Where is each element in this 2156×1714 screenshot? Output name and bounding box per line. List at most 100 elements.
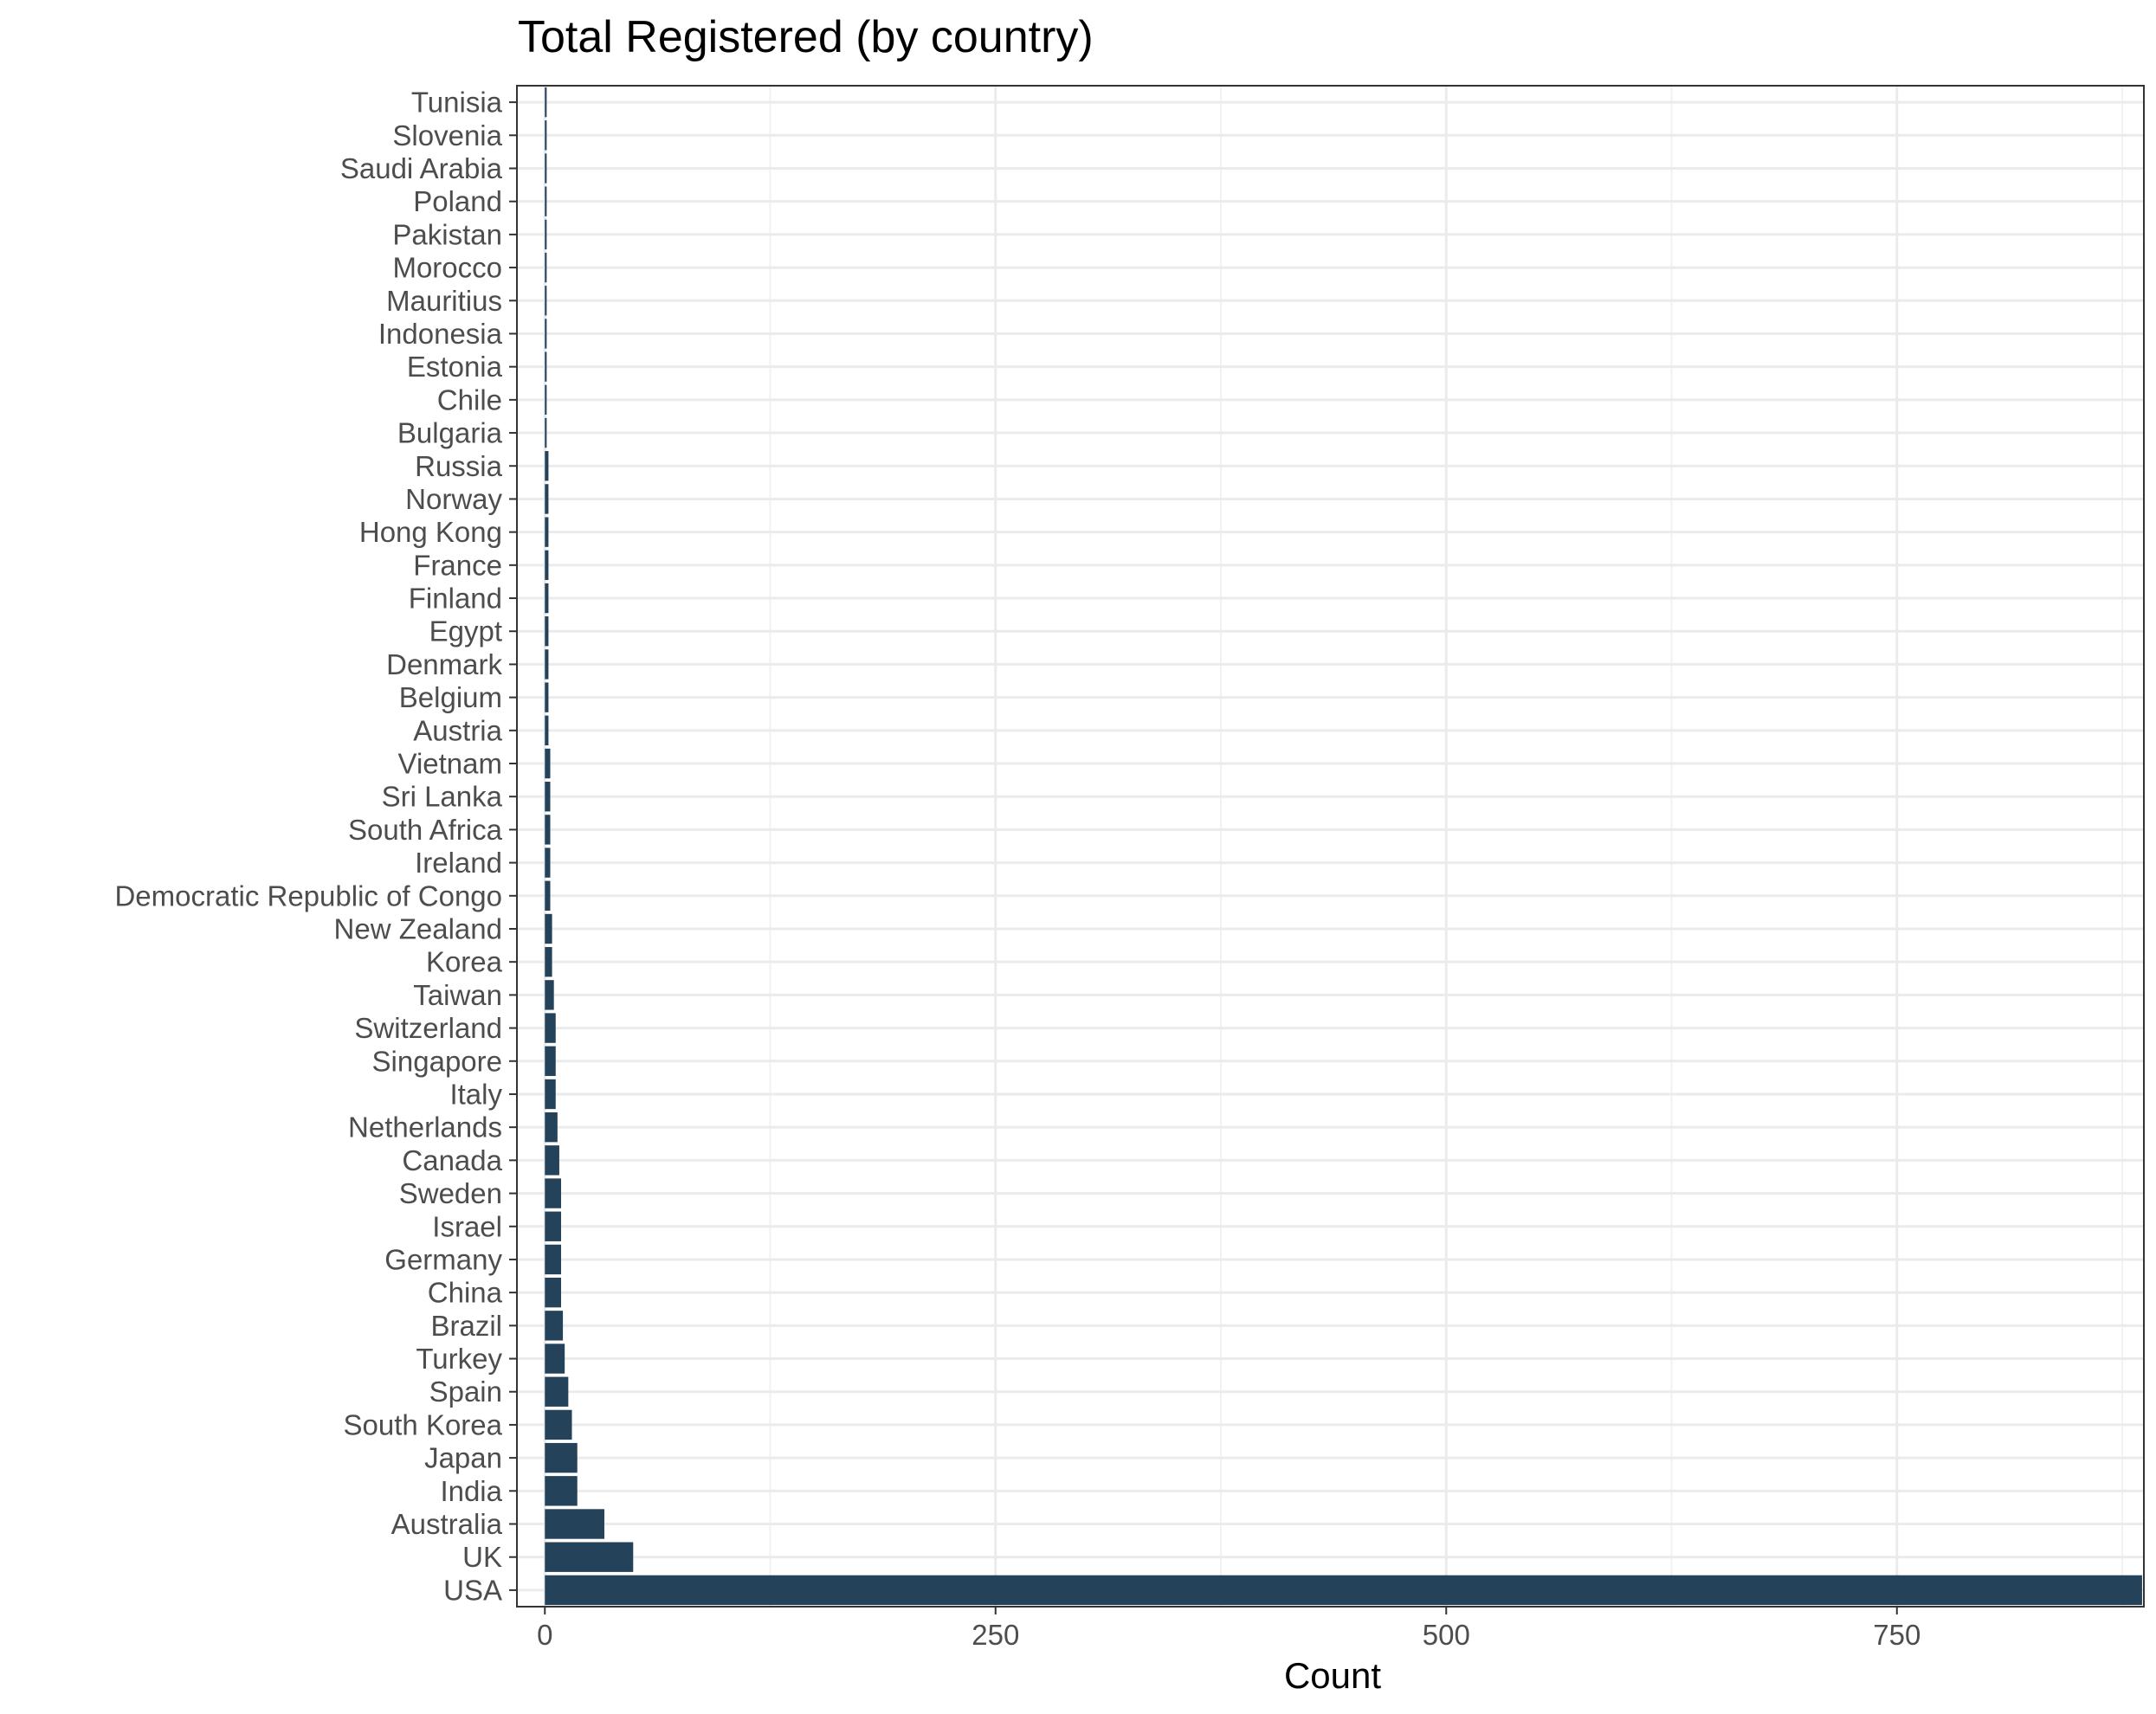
y-tick-label: USA [443,1574,502,1606]
y-tick-label: New Zealand [334,912,502,944]
bar [545,1575,2142,1606]
x-tick-label: 750 [1873,1619,1920,1651]
bar [545,782,551,812]
bar [545,484,549,514]
bar [545,1112,558,1143]
plot-panel-border [516,85,2145,1608]
y-tick-label: Norway [405,483,502,515]
bar [545,1145,559,1176]
bar [545,649,549,680]
bar [545,847,551,878]
y-tick-label: India [440,1475,502,1507]
bar [545,384,547,416]
plot-panel-background [517,86,2144,1607]
bar [545,1079,556,1110]
y-tick-label: Canada [402,1144,502,1176]
y-tick-label: Italy [449,1078,502,1110]
y-tick-label: Egypt [429,615,502,648]
bar [545,286,547,316]
y-tick-label: Morocco [392,252,502,284]
bar [545,1178,562,1208]
bar [545,1211,562,1241]
y-tick-label: Australia [391,1508,503,1540]
bar [545,1013,556,1043]
bar [545,980,554,1010]
x-tick-label: 250 [971,1619,1019,1651]
bar [545,451,549,481]
y-tick-label: Poland [413,185,502,217]
y-tick-label: Tunisia [411,87,503,119]
bar [545,517,549,547]
chart-title: Total Registered (by country) [518,12,1094,62]
bar [545,186,547,216]
bar [545,219,547,250]
bar [545,1442,578,1473]
y-tick-label: Pakistan [392,218,502,250]
x-axis-title: Count [1284,1655,1381,1696]
y-tick-label: France [413,549,502,581]
bar [545,1311,564,1341]
y-tick-label: Mauritius [386,285,502,317]
y-tick-label: Japan [424,1442,502,1474]
y-tick-label: Chile [437,383,502,416]
y-tick-label: UK [462,1541,502,1573]
y-tick-label: Vietnam [398,748,502,780]
bar [545,715,549,746]
bar [545,1244,562,1275]
bar [545,319,547,349]
bar [545,1277,562,1308]
bar [545,1542,634,1572]
y-tick-label: Germany [384,1243,502,1275]
bar [545,417,547,448]
y-tick-label: Singapore [372,1045,502,1077]
y-tick-label: South Korea [344,1408,503,1440]
bar [545,616,549,647]
bar [545,1343,565,1374]
y-tick-label: Brazil [430,1310,502,1342]
bar [545,946,552,977]
bar [545,550,549,581]
x-tick-label: 0 [537,1619,552,1651]
y-tick-label: Belgium [399,681,502,713]
y-tick-label: Finland [409,583,502,615]
y-tick-label: Korea [426,946,503,978]
bar [545,583,549,614]
y-tick-label: Sweden [399,1177,502,1209]
bar [545,880,551,911]
y-tick-label: Saudi Arabia [340,152,503,184]
y-tick-label: Switzerland [354,1012,502,1044]
y-tick-label: South Africa [348,814,503,846]
y-tick-label: Austria [413,714,502,746]
y-tick-label: Hong Kong [359,516,502,548]
y-tick-label: Democratic Republic of Congo [114,880,502,912]
x-axis: 0 250 500 750 [537,1607,1920,1651]
bar [545,1409,572,1440]
y-tick-label: Turkey [416,1343,502,1375]
bar [545,120,547,151]
x-tick-label: 500 [1423,1619,1470,1651]
bar [545,252,547,283]
bar [545,87,547,118]
bar [545,682,549,712]
y-tick-label: Estonia [407,351,503,383]
bar [545,1476,578,1506]
y-tick-label: Indonesia [378,318,503,350]
grid-lines [517,86,2144,1607]
y-tick-label: Netherlands [348,1112,502,1144]
bar [545,748,551,779]
y-tick-label: Russia [415,450,503,482]
y-tick-label: Bulgaria [397,417,503,449]
y-tick-label: Slovenia [392,119,502,151]
y-tick-label: Taiwan [413,979,502,1011]
y-tick-label: Israel [432,1210,502,1242]
bars [545,87,2142,1606]
y-tick-label: Sri Lanka [382,781,503,813]
bar [545,153,547,184]
bar [545,351,547,382]
bar [545,913,552,944]
bar [545,1509,604,1539]
y-tick-label: China [428,1277,503,1309]
